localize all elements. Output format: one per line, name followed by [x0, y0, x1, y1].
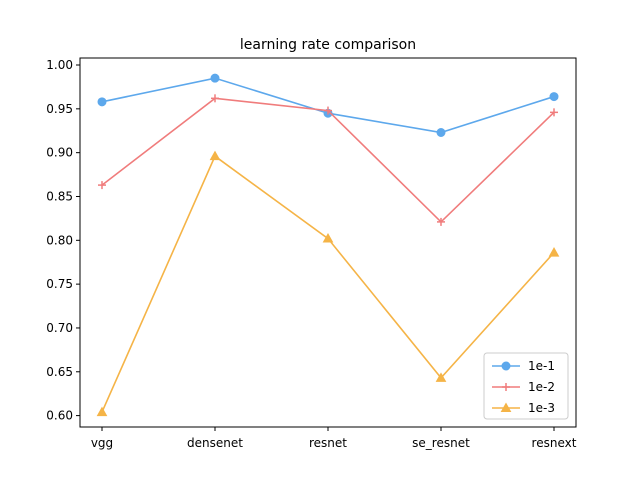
x-tick-label: vgg	[91, 436, 113, 450]
y-tick-label: 0.85	[46, 189, 73, 203]
legend-marker-1e-3	[500, 402, 512, 412]
data-point-1e-2	[211, 94, 219, 103]
y-tick-label: 0.90	[46, 146, 73, 160]
y-tick-label: 0.75	[46, 277, 73, 291]
data-point-1e-3	[322, 233, 334, 243]
y-tick-label: 0.95	[46, 102, 73, 116]
y-tick-label: 0.60	[46, 409, 73, 423]
data-point-1e-2	[550, 108, 558, 117]
x-tick-label: resnext	[532, 436, 577, 450]
data-point-1e-2	[437, 217, 445, 226]
data-point-1e-1	[436, 128, 446, 138]
legend-label: 1e-1	[528, 359, 555, 373]
legend-marker-1e-2	[502, 383, 510, 391]
data-point-1e-3	[96, 406, 108, 417]
y-tick-label: 0.70	[46, 321, 73, 335]
data-point-1e-1	[97, 97, 107, 107]
data-point-1e-1	[210, 73, 220, 83]
legend-label: 1e-3	[528, 401, 555, 415]
data-point-1e-1	[549, 92, 559, 102]
legend-label: 1e-2	[528, 380, 555, 394]
series-line-1e-1	[101, 77, 555, 134]
legend-box	[483, 352, 569, 420]
data-point-1e-2	[324, 106, 332, 115]
y-tick-label: 1.00	[46, 58, 73, 72]
x-axis: vgg densenet resnet se_resnet resnext	[91, 427, 577, 450]
series-layer	[96, 73, 560, 417]
legend-marker-1e-1	[501, 361, 511, 371]
y-tick-label: 0.80	[46, 233, 73, 247]
legend: 1e-1 1e-2 1e-3	[483, 352, 569, 420]
data-point-1e-3	[548, 247, 560, 257]
y-tick-label: 0.65	[46, 365, 73, 379]
x-tick-label: resnet	[309, 436, 347, 450]
x-tick-label: se_resnet	[412, 436, 470, 450]
chart-title: learning rate comparison	[240, 37, 416, 53]
y-axis: 0.60 0.65 0.70 0.75 0.80 0.85 0.90 0.95 1.00	[46, 58, 80, 423]
data-point-1e-3	[209, 150, 221, 161]
data-point-1e-3	[435, 372, 447, 382]
x-tick-label: densenet	[187, 436, 243, 450]
data-point-1e-2	[98, 181, 106, 190]
